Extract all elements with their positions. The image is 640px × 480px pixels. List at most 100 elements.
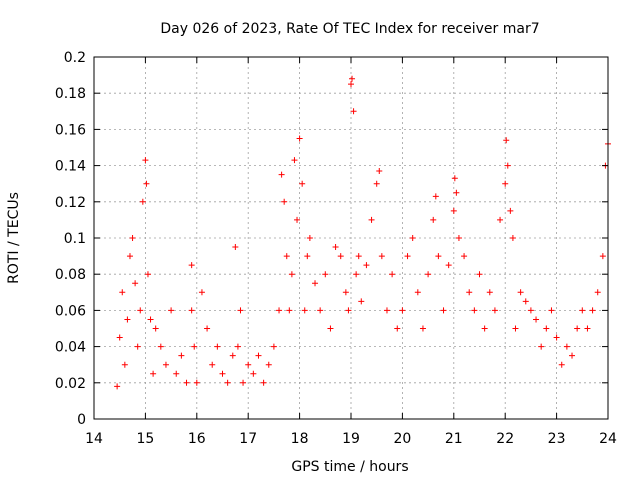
x-tick-label: 21 xyxy=(445,431,463,447)
data-point xyxy=(317,307,324,314)
data-point xyxy=(150,370,157,377)
data-point xyxy=(445,262,452,269)
x-tick-label: 15 xyxy=(136,431,154,447)
data-point xyxy=(129,235,136,241)
data-point xyxy=(126,253,133,260)
y-tick-label: 0.2 xyxy=(64,50,86,66)
data-point xyxy=(355,253,362,260)
data-point xyxy=(504,162,511,169)
data-point xyxy=(157,343,164,350)
data-point xyxy=(348,81,354,88)
data-point xyxy=(486,289,493,296)
data-point xyxy=(507,207,514,214)
data-point xyxy=(363,262,370,269)
data-point xyxy=(419,325,426,332)
data-point xyxy=(191,343,198,350)
data-point xyxy=(450,207,457,214)
data-point xyxy=(296,135,303,142)
data-point xyxy=(276,307,283,314)
data-point xyxy=(503,137,510,144)
data-point xyxy=(142,157,149,164)
data-point xyxy=(466,289,473,296)
data-point xyxy=(234,343,241,350)
data-point xyxy=(553,334,560,341)
data-point xyxy=(119,289,126,296)
data-point xyxy=(245,361,252,368)
chart-title: Day 026 of 2023, Rate Of TEC Index for r… xyxy=(160,21,539,37)
data-point xyxy=(409,235,416,241)
data-point xyxy=(512,325,519,332)
data-points xyxy=(114,75,611,390)
data-point xyxy=(435,253,442,260)
data-point xyxy=(237,307,244,314)
data-point xyxy=(152,325,159,332)
data-point xyxy=(394,325,401,332)
data-point xyxy=(183,379,190,386)
data-point xyxy=(502,180,509,187)
axis-ticks xyxy=(93,56,609,420)
data-point xyxy=(594,289,601,296)
data-point xyxy=(265,361,272,368)
data-point xyxy=(219,370,226,377)
data-point xyxy=(294,216,301,223)
x-tick-label: 17 xyxy=(239,431,257,447)
data-point xyxy=(147,316,154,323)
y-tick-label: 0.18 xyxy=(55,86,86,102)
data-point xyxy=(312,280,319,287)
data-point xyxy=(404,253,411,260)
x-tick-label: 18 xyxy=(291,431,309,447)
data-point xyxy=(471,307,478,314)
data-point xyxy=(188,307,195,314)
data-point xyxy=(337,253,344,260)
data-point xyxy=(451,175,458,182)
x-tick-labels: 14 15 16 17 18 19 20 21 22 23 24 xyxy=(85,431,617,447)
data-point xyxy=(270,343,277,350)
data-point xyxy=(232,244,239,251)
y-tick-label: 0.08 xyxy=(55,267,86,283)
data-point xyxy=(558,361,565,368)
data-point xyxy=(589,307,596,314)
x-tick-label: 20 xyxy=(393,431,411,447)
data-point xyxy=(173,370,180,377)
data-point xyxy=(137,307,144,314)
x-tick-label: 16 xyxy=(188,431,206,447)
y-tick-label: 0.16 xyxy=(55,122,86,138)
data-point xyxy=(497,216,504,223)
data-point xyxy=(281,198,288,205)
data-point xyxy=(440,307,447,314)
data-point xyxy=(188,262,195,269)
x-tick-label: 23 xyxy=(548,431,566,447)
y-tick-label: 0.04 xyxy=(55,340,86,356)
data-point xyxy=(286,307,293,314)
data-point xyxy=(533,316,540,323)
data-point xyxy=(143,180,150,187)
data-point xyxy=(461,253,468,260)
data-point xyxy=(425,271,432,278)
x-tick-label: 22 xyxy=(496,431,514,447)
x-axis-label: GPS time / hours xyxy=(291,459,408,475)
data-point xyxy=(114,383,121,390)
data-point xyxy=(193,379,200,386)
data-point xyxy=(543,325,550,332)
data-point xyxy=(224,379,231,386)
y-tick-label: 0.02 xyxy=(55,376,86,392)
data-point xyxy=(353,271,360,278)
data-point xyxy=(132,280,139,287)
data-point xyxy=(455,235,462,241)
data-point xyxy=(368,216,375,223)
data-point xyxy=(139,198,146,205)
data-point xyxy=(124,316,131,323)
data-point xyxy=(144,271,151,278)
data-point xyxy=(358,298,365,305)
data-point xyxy=(579,307,586,314)
data-point xyxy=(350,108,357,115)
data-point xyxy=(522,298,529,305)
y-axis-label: ROTI / TECUs xyxy=(6,192,22,284)
data-point xyxy=(301,307,308,314)
data-point xyxy=(432,193,439,200)
data-point xyxy=(229,352,236,359)
data-point xyxy=(162,361,169,368)
x-tick-label: 24 xyxy=(599,431,617,447)
y-tick-label: 0 xyxy=(77,412,86,428)
